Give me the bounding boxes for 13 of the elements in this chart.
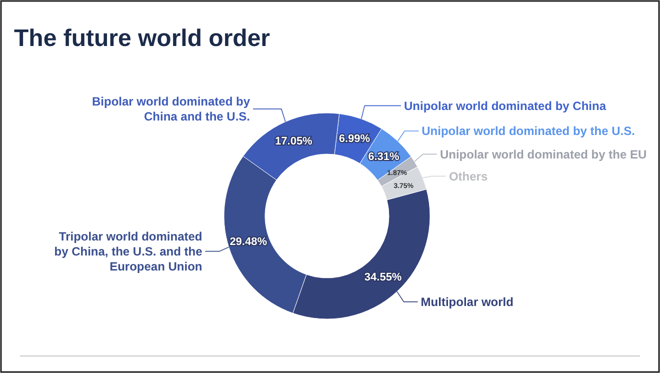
slice-label: Tripolar world dominated by China, the U.S. and the European Union xyxy=(54,230,203,274)
slice-label: Others xyxy=(448,169,488,184)
slice-label: Bipolar world dominated by China and the U.S. xyxy=(92,94,250,124)
slice-label: Unipolar world dominated by the U.S. xyxy=(422,124,635,138)
slice-label: Unipolar world dominated by China xyxy=(404,98,606,113)
slice-label: Multipolar world xyxy=(420,295,514,310)
data-label: 29.48% xyxy=(230,236,268,248)
slice-label: Unipolar world dominated by the EU xyxy=(440,147,647,162)
chart-title: The future world order xyxy=(14,25,270,52)
data-label: 6.31% xyxy=(368,150,400,163)
data-label: 34.55% xyxy=(364,271,402,284)
data-label: 17.05% xyxy=(275,135,313,148)
data-label: 6.99% xyxy=(338,133,370,146)
